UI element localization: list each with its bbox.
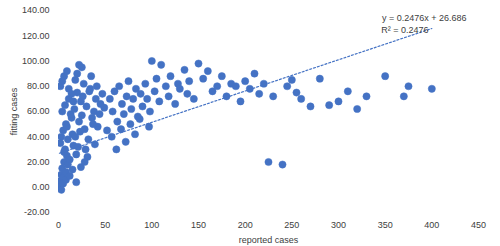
svg-text:fitting cases: fitting cases — [9, 87, 19, 135]
svg-text:250: 250 — [284, 220, 299, 230]
svg-text:80.00: 80.00 — [27, 81, 50, 91]
svg-text:-20.00: -20.00 — [24, 207, 50, 217]
svg-text:200: 200 — [238, 220, 253, 230]
svg-text:140.00: 140.00 — [22, 5, 50, 15]
svg-text:300: 300 — [331, 220, 346, 230]
svg-text:350: 350 — [378, 220, 393, 230]
svg-text:450: 450 — [471, 220, 486, 230]
svg-text:y = 0.2476x + 26.686: y = 0.2476x + 26.686 — [382, 13, 467, 23]
svg-text:120.00: 120.00 — [22, 31, 50, 41]
svg-text:100.00: 100.00 — [22, 56, 50, 66]
svg-text:0: 0 — [56, 220, 61, 230]
svg-text:reported cases: reported cases — [239, 235, 299, 245]
svg-text:R² = 0.2476: R² = 0.2476 — [381, 25, 428, 35]
svg-text:20.00: 20.00 — [27, 157, 50, 167]
svg-text:50: 50 — [100, 220, 110, 230]
svg-text:60.00: 60.00 — [27, 106, 50, 116]
svg-text:100: 100 — [144, 220, 159, 230]
svg-text:400: 400 — [424, 220, 439, 230]
svg-text:0.00: 0.00 — [32, 182, 50, 192]
svg-text:40.00: 40.00 — [27, 132, 50, 142]
svg-text:150: 150 — [191, 220, 206, 230]
